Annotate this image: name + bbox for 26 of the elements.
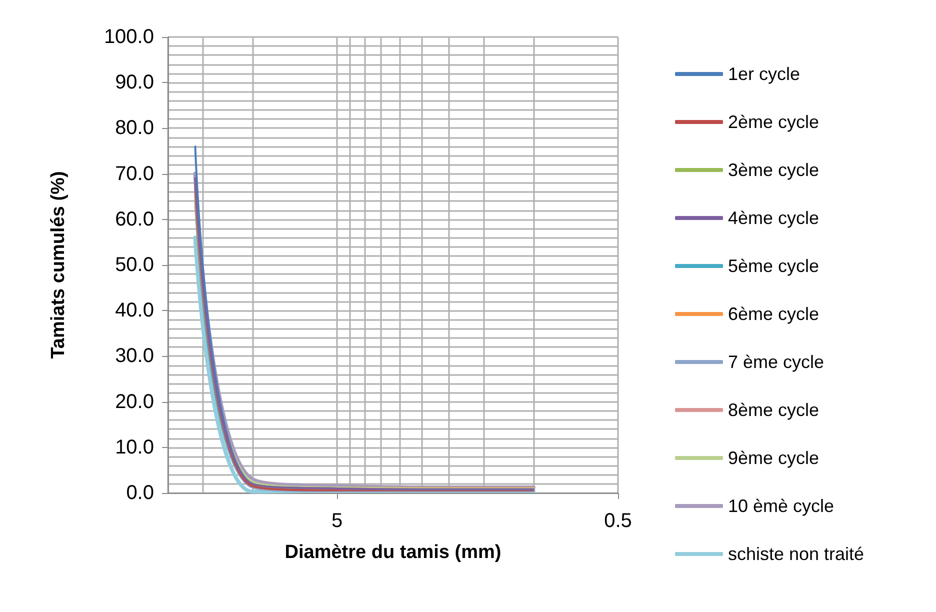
legend-label: 4ème cycle — [728, 208, 820, 228]
legend-label: 8ème cycle — [728, 400, 820, 420]
y-axis-title: Tamiats cumulés (%) — [48, 171, 69, 359]
y-tick-label: 0.0 — [126, 482, 154, 504]
legend-label: schiste non traité — [728, 544, 864, 564]
legend-label: 2ème cycle — [728, 112, 820, 132]
x-tick-label: 0.5 — [604, 510, 632, 532]
legend-label: 3ème cycle — [728, 160, 820, 180]
legend-label: 1er cycle — [728, 64, 800, 84]
legend-label: 7 ème cycle — [728, 352, 824, 372]
y-tick-label: 70.0 — [115, 162, 154, 185]
legend-label: 6ème cycle — [728, 304, 820, 324]
y-tick-label: 30.0 — [115, 345, 154, 368]
y-tick-label: 100.0 — [104, 26, 154, 48]
y-tick-label: 20.0 — [115, 390, 154, 413]
y-tick-label: 10.0 — [115, 436, 154, 458]
x-axis-title: Diamètre du tamis (mm) — [284, 542, 502, 563]
legend-label: 10 èmè cycle — [728, 496, 834, 516]
y-tick-label: 90.0 — [115, 72, 154, 94]
y-tick-label: 50.0 — [115, 254, 154, 276]
legend-label: 5ème cycle — [728, 256, 820, 276]
legend-label: 9ème cycle — [728, 448, 820, 468]
y-tick-label: 40.0 — [115, 300, 154, 322]
y-tick-label: 60.0 — [115, 208, 154, 230]
y-tick-label: 80.0 — [115, 117, 154, 140]
x-tick-label: 5 — [332, 510, 343, 532]
